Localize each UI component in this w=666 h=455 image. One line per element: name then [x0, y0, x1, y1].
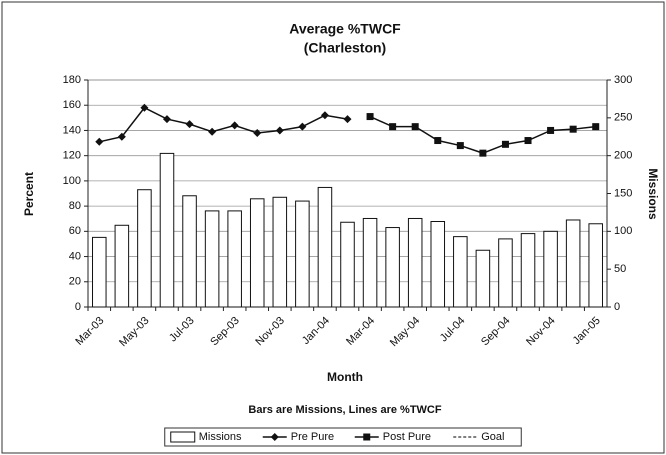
- y-tick-label: 180: [63, 74, 81, 86]
- point: [592, 123, 600, 131]
- point: [411, 123, 419, 131]
- bar: [498, 238, 513, 308]
- legend-label: Pre Pure: [291, 431, 334, 443]
- y-axis-title: Percent: [22, 172, 36, 216]
- bar: [92, 236, 107, 308]
- point: [524, 137, 532, 145]
- bar: [114, 224, 130, 308]
- bar: [362, 217, 378, 308]
- y-tick-label: 80: [69, 200, 81, 212]
- point: [320, 111, 329, 120]
- point: [479, 149, 487, 157]
- bar: [588, 223, 603, 308]
- y2-tick-label: 0: [614, 301, 620, 313]
- bar: [317, 186, 333, 308]
- bar: [204, 210, 220, 308]
- bar: [475, 249, 491, 308]
- point: [185, 120, 194, 129]
- line: [99, 106, 348, 143]
- x-axis-title: Month: [327, 370, 363, 384]
- y2-tick-label: 150: [614, 187, 632, 199]
- bar: [159, 152, 175, 308]
- y2-tick-label: 200: [614, 150, 632, 162]
- y-tick-label: 40: [69, 250, 81, 262]
- bar: [340, 221, 355, 308]
- y-tick-label: 20: [69, 276, 81, 288]
- bar: [453, 236, 468, 308]
- legend-marker: [363, 433, 371, 441]
- point: [208, 127, 217, 136]
- y2-tick-label: 300: [614, 74, 632, 86]
- legend-label: Missions: [199, 431, 242, 443]
- legend-marker: [270, 433, 279, 441]
- point: [501, 140, 509, 148]
- point: [298, 122, 307, 131]
- point: [162, 115, 171, 124]
- point: [456, 142, 464, 150]
- point: [434, 137, 442, 145]
- y2-tick-label: 50: [614, 263, 626, 275]
- point: [547, 126, 555, 134]
- bar: [182, 195, 197, 308]
- point: [253, 128, 262, 137]
- bar: [385, 227, 400, 308]
- y-tick-label: 140: [63, 124, 81, 136]
- bar: [137, 189, 152, 308]
- legend: [164, 427, 522, 447]
- legend-label: Goal: [481, 431, 504, 443]
- legend-label: Post Pure: [383, 431, 431, 443]
- bar: [407, 217, 423, 308]
- chart-title: Average %TWCF: [289, 21, 401, 37]
- y2-tick-label: 100: [614, 225, 632, 237]
- point: [343, 115, 352, 124]
- bar: [430, 220, 446, 308]
- bar: [565, 219, 581, 308]
- bar: [543, 230, 558, 308]
- chart-note: Bars are Missions, Lines are %TWCF: [248, 404, 441, 416]
- bar: [227, 210, 242, 308]
- bar: [295, 200, 310, 308]
- bar: [272, 196, 288, 308]
- y-tick-label: 60: [69, 225, 81, 237]
- point: [275, 126, 284, 135]
- legend-swatch: [170, 431, 196, 443]
- y2-tick-label: 250: [614, 112, 632, 124]
- chart-subtitle: (Charleston): [304, 40, 386, 56]
- y-tick-label: 120: [63, 150, 81, 162]
- point: [366, 113, 374, 121]
- point: [140, 103, 149, 112]
- point: [569, 125, 577, 133]
- bar: [520, 233, 536, 308]
- y-tick-label: 100: [63, 175, 81, 187]
- point: [230, 121, 239, 130]
- y-tick-label: 0: [75, 301, 81, 313]
- bar: [249, 198, 265, 308]
- point: [117, 132, 126, 141]
- y-tick-label: 160: [63, 99, 81, 111]
- point: [389, 123, 397, 131]
- point: [95, 137, 104, 146]
- y2-axis-title: Missions: [646, 168, 660, 220]
